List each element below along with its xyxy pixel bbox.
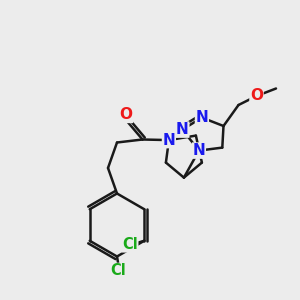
Text: N: N (193, 143, 205, 158)
Text: O: O (250, 88, 263, 104)
Text: Cl: Cl (111, 263, 126, 278)
Text: O: O (119, 107, 133, 122)
Text: Cl: Cl (122, 237, 138, 252)
Text: N: N (176, 122, 189, 137)
Text: N: N (163, 133, 175, 148)
Text: N: N (196, 110, 208, 125)
